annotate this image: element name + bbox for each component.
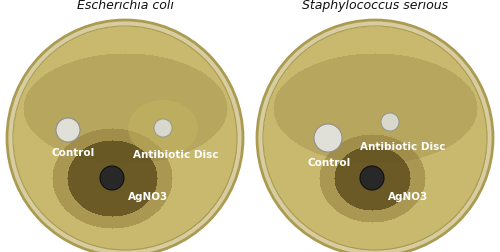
Text: Escherichia coli: Escherichia coli [76,0,174,12]
Text: AgNO3: AgNO3 [128,192,168,202]
Circle shape [381,113,399,131]
Text: Staphylococcus serious: Staphylococcus serious [302,0,448,12]
Circle shape [100,166,124,190]
Text: Antibiotic Disc: Antibiotic Disc [133,150,218,160]
Circle shape [314,124,342,152]
Circle shape [360,166,384,190]
Text: AgNO3: AgNO3 [388,192,428,202]
Text: Control: Control [52,148,95,158]
Text: Antibiotic Disc: Antibiotic Disc [360,142,446,152]
Circle shape [56,118,80,142]
Circle shape [154,119,172,137]
Ellipse shape [128,100,198,156]
Text: Control: Control [308,158,351,168]
